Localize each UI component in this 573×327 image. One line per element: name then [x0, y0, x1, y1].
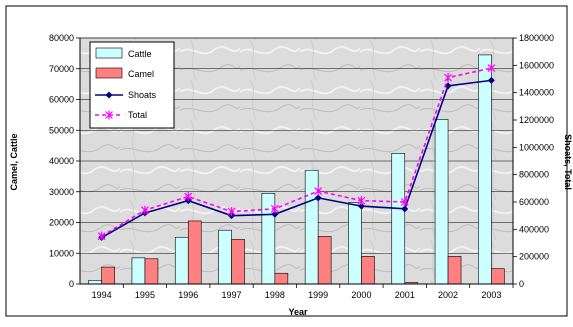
bar-camel — [231, 239, 245, 285]
bar-camel — [317, 236, 332, 285]
bar-camel — [101, 266, 115, 285]
x-tick-label: 2001 — [395, 290, 415, 300]
point-total — [357, 196, 366, 206]
bar-cattle — [391, 153, 406, 285]
point-total — [184, 192, 193, 202]
y-left-tick-label: 30000 — [49, 187, 74, 197]
x-tick-label: 1998 — [265, 290, 285, 300]
y-right-tick-label: 400000 — [519, 224, 549, 234]
point-total — [141, 205, 149, 215]
y-left-tick-label: 20000 — [49, 218, 74, 228]
axes: 0100002000030000400005000060000700008000… — [49, 33, 554, 300]
y-left-tick-label: 0 — [69, 279, 74, 289]
x-tick-label: 1997 — [222, 290, 242, 300]
y-left-tick-label: 70000 — [49, 64, 74, 74]
y-right-tick-label: 600000 — [519, 197, 549, 207]
bar-cattle — [174, 236, 189, 285]
point-total — [487, 63, 496, 73]
point-shoats — [357, 202, 365, 210]
legend-label-camel: Camel — [128, 69, 154, 79]
y-right-tick-label: 1600000 — [519, 60, 554, 70]
y-right-tick-label: 1800000 — [519, 33, 554, 43]
line-total — [101, 67, 492, 237]
x-tick-label: 1995 — [135, 290, 155, 300]
legend-label-cattle: Cattle — [128, 49, 152, 59]
point-shoats — [314, 194, 322, 202]
y-left-tick-label: 40000 — [49, 156, 74, 166]
legend-swatch-camel — [95, 67, 123, 79]
bar-cattle — [478, 54, 492, 285]
bar-camel — [491, 268, 505, 285]
legend-marker-shoats — [105, 91, 113, 99]
legend: Cattle Camel Shoats Total — [89, 41, 175, 129]
legend-swatch-cattle — [95, 47, 123, 59]
bar-camel — [144, 258, 159, 285]
bar-camel — [274, 272, 289, 285]
bar-cattle — [348, 202, 362, 285]
x-tick-label: 1994 — [92, 290, 112, 300]
point-shoats — [271, 210, 279, 218]
point-total — [270, 204, 279, 214]
y-axis-right-title: Shoats, Total — [563, 134, 573, 190]
point-shoats — [487, 76, 495, 84]
bar-camel — [447, 256, 462, 285]
y-right-tick-label: 1000000 — [519, 142, 554, 152]
x-tick-label: 2000 — [351, 290, 371, 300]
y-left-tick-label: 60000 — [49, 95, 74, 105]
y-right-tick-label: 1200000 — [519, 115, 554, 125]
x-tick-label: 1999 — [308, 290, 328, 300]
line-shoats — [101, 79, 492, 239]
y-left-tick-label: 50000 — [49, 125, 74, 135]
point-total — [400, 197, 409, 207]
y-right-tick-label: 800000 — [519, 170, 549, 180]
x-tick-label: 2002 — [438, 290, 458, 300]
bar-cattle — [304, 169, 319, 285]
bar-cattle — [434, 119, 449, 285]
y-left-tick-label: 80000 — [49, 33, 74, 43]
point-total — [314, 186, 323, 196]
y-right-tick-label: 0 — [519, 279, 524, 289]
bar-cattle — [88, 280, 102, 285]
legend-marker-total — [105, 110, 113, 120]
point-shoats — [401, 205, 409, 213]
bars — [88, 54, 505, 285]
y-right-tick-label: 1400000 — [519, 88, 554, 98]
bar-cattle — [131, 257, 146, 285]
bar-cattle — [218, 229, 232, 285]
y-right-tick-label: 200000 — [519, 252, 549, 262]
point-total — [227, 207, 236, 217]
legend-label-total: Total — [128, 110, 147, 120]
bar-camel — [361, 256, 375, 285]
x-tick-label: 2003 — [481, 290, 501, 300]
y-left-tick-label: 10000 — [49, 248, 74, 258]
point-total — [444, 73, 452, 83]
lines — [97, 63, 496, 242]
legend-label-shoats: Shoats — [128, 90, 157, 100]
y-axis-left-title: Camel, Cattle — [9, 133, 19, 190]
x-axis-title: Year — [288, 307, 308, 317]
x-tick-label: 1996 — [178, 290, 198, 300]
point-total — [97, 231, 106, 241]
bar-camel — [187, 220, 202, 285]
